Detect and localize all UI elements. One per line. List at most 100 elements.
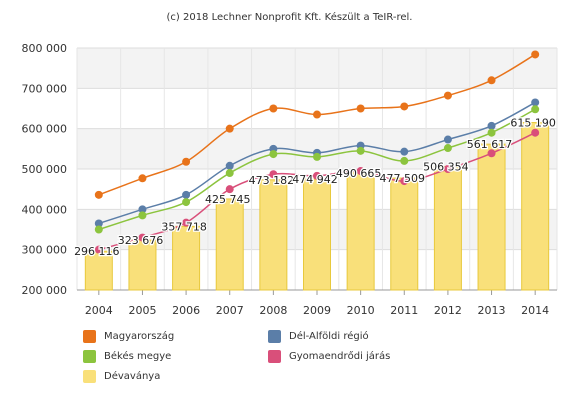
bar-data-label: 506 354 — [423, 160, 469, 173]
series-point — [313, 152, 321, 161]
series-point — [138, 211, 147, 220]
series-point — [487, 128, 496, 137]
series-point — [313, 171, 321, 180]
bar-data-label: 561 617 — [467, 138, 513, 151]
series-point — [225, 124, 234, 133]
series-point — [182, 157, 191, 166]
series-point — [138, 174, 147, 183]
bar — [172, 225, 201, 291]
series-point — [356, 167, 365, 176]
series-point — [225, 185, 234, 194]
series-point — [182, 218, 191, 227]
series-point — [269, 170, 278, 179]
legend-item-gyomaendrodi-jaras[interactable]: Gyomaendrődi járás — [268, 350, 390, 363]
series-point — [313, 110, 321, 119]
series-point — [531, 128, 540, 137]
bar-data-label: 425 745 — [205, 193, 251, 206]
chart-svg: 200 000 300 000 400 000 500 000 600 000 700 0… — [22, 42, 558, 317]
series-point — [400, 156, 409, 165]
legend-swatch — [83, 350, 96, 363]
series-point — [400, 177, 409, 186]
bar — [433, 165, 462, 291]
x-tick-label: 2008 — [259, 304, 287, 317]
x-tick-label: 2004 — [85, 304, 113, 317]
bar-data-label: 473 182 — [249, 174, 295, 187]
bar — [128, 239, 157, 291]
y-tick-label: 700 000 — [22, 82, 68, 95]
chart-credit: (c) 2018 Lechner Nonprofit Kft. Készült … — [166, 12, 413, 23]
series-point — [443, 144, 452, 153]
y-axis: 200 000 300 000 400 000 500 000 600 000 700 0… — [22, 42, 68, 297]
line-series — [94, 50, 540, 254]
legend-swatch — [83, 370, 96, 383]
legend-label: Gyomaendrődi járás — [289, 351, 391, 362]
x-tick-label: 2012 — [434, 304, 462, 317]
x-tick-label: 2007 — [216, 304, 244, 317]
series-point — [356, 104, 365, 113]
series-point — [225, 161, 234, 170]
bar-data-label: 490 665 — [336, 167, 382, 180]
legend-item-del-alfoldi-regio[interactable]: Dél-Alföldi régió — [268, 330, 369, 343]
legend-label: Magyarország — [104, 331, 175, 342]
bar — [303, 178, 331, 291]
y-tick-label: 800 000 — [22, 42, 68, 55]
x-tick-label: 2014 — [521, 304, 549, 317]
x-tick-label: 2010 — [347, 304, 375, 317]
series-point — [487, 149, 496, 158]
bar — [521, 122, 550, 291]
series-point — [487, 121, 496, 130]
series-point — [94, 219, 103, 228]
series-point — [356, 146, 365, 155]
y-tick-label: 200 000 — [22, 284, 68, 297]
bar-data-label: 474 942 — [292, 173, 338, 186]
bar-data-label: 615 190 — [510, 117, 556, 130]
bar — [390, 177, 419, 291]
series-point — [487, 76, 496, 85]
series-point — [138, 205, 147, 214]
bar-data-label: 323 676 — [118, 234, 164, 247]
series-point — [225, 169, 234, 178]
legend-swatch — [268, 330, 281, 343]
y-tick-label: 600 000 — [22, 123, 68, 136]
series-point — [94, 225, 103, 234]
series-point — [94, 190, 103, 199]
series-point — [182, 190, 191, 199]
series-point — [400, 102, 409, 111]
x-axis: 2004 2005 2006 2007 2008 2009 2010 2011 2012 2013… — [77, 289, 557, 317]
series-point — [531, 50, 540, 59]
legend-label: Békés megye — [104, 351, 172, 362]
series-point — [531, 105, 540, 114]
y-tick-label: 500 000 — [22, 163, 68, 176]
series-point — [400, 147, 409, 156]
legend-item-magyarorszag[interactable]: Magyarország — [83, 330, 174, 343]
y-tick-label: 300 000 — [22, 244, 68, 257]
bar — [346, 172, 375, 291]
bar — [84, 250, 113, 291]
bar — [215, 198, 244, 291]
y-tick-label: 400 000 — [22, 203, 68, 216]
series-point — [182, 198, 191, 207]
grid-band — [77, 128, 557, 169]
legend-swatch — [83, 330, 96, 343]
series-point — [138, 233, 147, 242]
x-tick-label: 2013 — [478, 304, 506, 317]
series-point — [443, 135, 452, 144]
bar-data-label: 357 718 — [161, 220, 207, 233]
bar — [259, 179, 288, 291]
legend-label: Dél-Alföldi régió — [289, 331, 369, 342]
series-point — [531, 98, 540, 107]
bar-data-label: 477 509 — [380, 172, 426, 185]
grid-band — [77, 48, 557, 89]
bar — [477, 143, 506, 291]
legend-item-bekes-megye[interactable]: Békés megye — [83, 350, 171, 363]
series-point — [443, 165, 452, 173]
x-tick-label: 2009 — [303, 304, 331, 317]
x-tick-label: 2011 — [390, 304, 418, 317]
series-point — [443, 91, 452, 100]
x-tick-label: 2005 — [128, 304, 156, 317]
bar-data-label: 296 116 — [74, 245, 120, 258]
legend-item-devavanya[interactable]: Dévaványa — [83, 370, 160, 383]
x-tick-label: 2006 — [172, 304, 200, 317]
legend-swatch — [268, 350, 281, 363]
